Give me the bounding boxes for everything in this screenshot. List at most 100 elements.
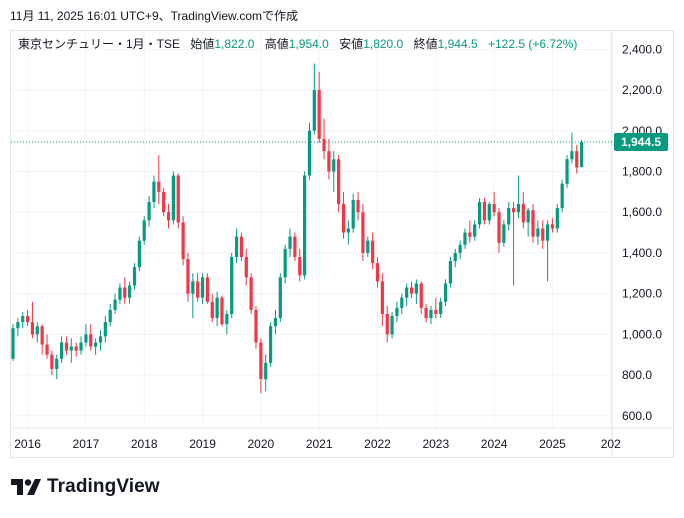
candle-body (536, 228, 540, 237)
tradingview-logo[interactable]: TradingView (11, 476, 160, 498)
candle-body (371, 240, 375, 264)
candle-down (64, 336, 69, 355)
candle-body (492, 204, 496, 213)
candle-body (453, 252, 457, 262)
candle-body (546, 224, 550, 241)
candle-body (254, 309, 258, 343)
y-tick-label: 600.0 (622, 409, 652, 423)
candle-body (157, 181, 161, 192)
candle-body (521, 204, 525, 223)
legend-symbol[interactable]: 東京センチュリー・1月・TSE (18, 37, 181, 51)
candle-body (555, 208, 559, 229)
candle-down (317, 71, 321, 143)
candle-body (351, 199, 355, 229)
candle-body (346, 228, 350, 233)
candle-down (482, 197, 487, 225)
candle-up (55, 354, 59, 380)
last-price-tag-label: 1,944.5 (621, 135, 661, 149)
candle-body (69, 346, 73, 351)
candle-body (473, 224, 477, 237)
candle-body (526, 210, 530, 223)
candle-body (560, 183, 564, 209)
candle-body (186, 259, 190, 294)
candle-body (268, 326, 273, 363)
x-tick-label: 2019 (189, 437, 216, 451)
candle-up (332, 151, 336, 192)
candle-down (424, 303, 428, 323)
legend-open-label: 始値 (190, 37, 215, 51)
candle-body (419, 283, 423, 308)
candle-body (196, 281, 200, 298)
candle-body (531, 210, 535, 237)
candle-up (458, 240, 462, 260)
candle-up (225, 309, 229, 335)
candle-body (162, 191, 166, 213)
candle-up (443, 279, 448, 306)
candle-body (171, 175, 175, 221)
candle-body (205, 277, 209, 302)
candle-up (516, 175, 521, 219)
candle-down (434, 297, 438, 319)
candle-down (244, 248, 248, 286)
candle-down (205, 273, 209, 304)
legend-low-value: 1,820.0 (363, 37, 404, 51)
candle-body (40, 326, 44, 345)
candle-up (278, 273, 282, 323)
candle-body (215, 297, 219, 319)
candle-down (361, 204, 365, 262)
candle-body (142, 220, 146, 241)
time-axis: 2016 2017 2018 2019 2020 2021 2022 2023 2024 2025… (14, 437, 621, 451)
candle-body (375, 263, 380, 282)
x-tick-label: 2022 (364, 437, 391, 451)
candle-up (16, 318, 20, 337)
candle-body (11, 328, 15, 359)
candle-down (50, 350, 54, 376)
y-tick-label: 1,200.0 (622, 287, 662, 301)
candle-body (424, 307, 428, 319)
candle-body (448, 261, 452, 284)
candle-body (312, 90, 316, 131)
y-tick-label: 1,800.0 (622, 164, 662, 178)
candle-down (45, 334, 49, 359)
candle-down (419, 281, 423, 314)
candle-body (230, 256, 234, 314)
candle-body (239, 236, 244, 257)
candle-body (298, 256, 302, 276)
candle-up (546, 220, 550, 282)
candle-up (463, 228, 467, 249)
candle-body (468, 232, 472, 237)
candle-up (234, 228, 239, 264)
candle-body (84, 334, 88, 343)
candle-body (113, 299, 117, 310)
candle-down (196, 273, 200, 302)
candle-body (35, 326, 39, 335)
x-tick-label: 2021 (306, 437, 333, 451)
candle-up (351, 193, 355, 233)
candle-body (147, 202, 151, 221)
candle-body (118, 287, 122, 300)
candle-up (405, 283, 409, 306)
y-tick-label: 2,400.0 (622, 42, 662, 56)
candle-body (341, 204, 346, 233)
candle-body (210, 301, 214, 319)
candle-body (293, 236, 297, 257)
candle-down (293, 232, 297, 262)
candle-up (108, 303, 112, 327)
legend-low-label: 安値 (339, 37, 364, 51)
candle-down (541, 220, 545, 249)
candle-up (60, 336, 64, 363)
candle-body (191, 281, 195, 294)
candle-body (356, 199, 360, 213)
candle-body (55, 358, 59, 369)
legend-close-label: 終値 (413, 37, 438, 51)
candle-up (264, 354, 268, 392)
candle-up (215, 291, 219, 327)
candle-up (113, 293, 117, 314)
legend-high-value: 1,954.0 (288, 37, 329, 51)
candle-down (298, 248, 302, 282)
candle-body (244, 256, 248, 278)
grid-lines (11, 31, 674, 458)
candle-body (288, 236, 292, 249)
candle-up (283, 244, 287, 284)
